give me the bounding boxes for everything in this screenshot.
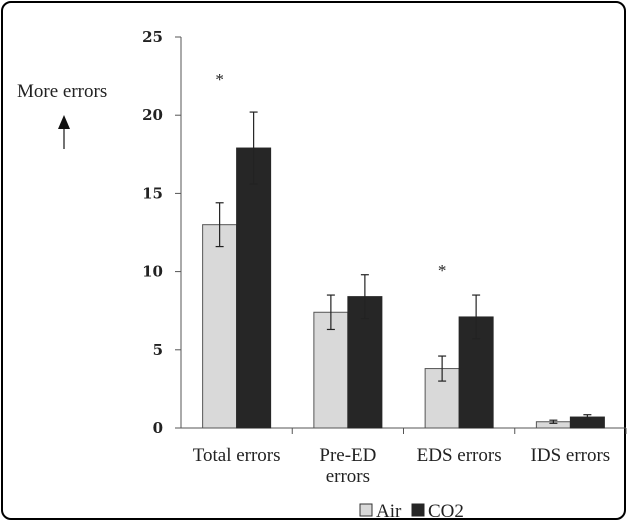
bar-air-0 <box>202 224 238 429</box>
x-category-label: IDS errors <box>531 445 611 466</box>
legend-label-air: Air <box>376 501 402 522</box>
x-category-label: Total errors <box>193 445 281 466</box>
legend-label-co2: CO2 <box>428 501 464 522</box>
x-category-label: errors <box>326 466 370 487</box>
legend: Air CO2 <box>359 501 464 522</box>
y-tick-label: 5 <box>153 341 163 359</box>
y-tick-label: 20 <box>142 106 163 124</box>
significance-asterisk: * <box>438 261 447 280</box>
up-arrow-icon <box>58 115 70 149</box>
y-tick-label: 15 <box>142 184 163 202</box>
significance-asterisk: * <box>215 70 224 89</box>
bars <box>202 111 627 434</box>
y-tick-label: 25 <box>142 28 163 46</box>
bar-co2-0 <box>236 147 272 429</box>
y-ticks: 0 5 10 15 20 25 <box>142 28 181 437</box>
y-tick-label: 0 <box>153 419 163 437</box>
y-tick-label: 10 <box>142 263 163 281</box>
y-axis-label: More errors <box>17 81 107 102</box>
legend-swatch-air <box>359 503 373 517</box>
legend-swatch-co2 <box>411 503 425 517</box>
x-category-label: Pre-ED <box>319 445 376 466</box>
x-category-label: EDS errors <box>417 445 502 466</box>
bar-air-1 <box>313 311 349 429</box>
significance-marks: ** <box>215 70 446 280</box>
